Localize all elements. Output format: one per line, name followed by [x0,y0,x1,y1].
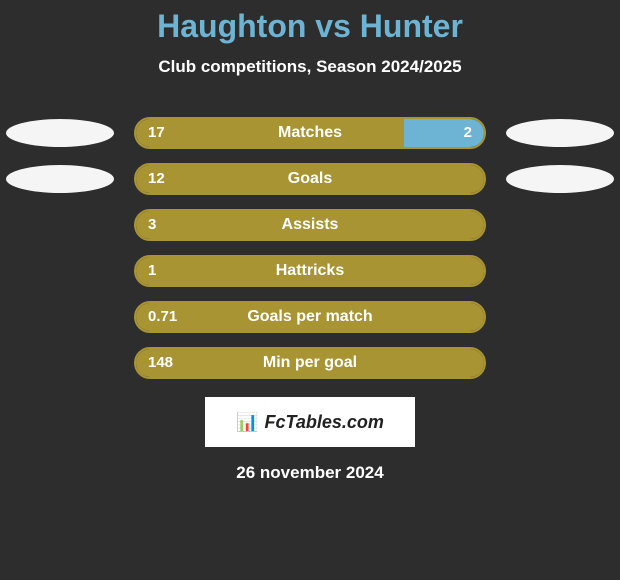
stat-value-right: 2 [464,119,472,147]
stat-row: 0.71Goals per match [0,301,620,333]
page-title: Haughton vs Hunter [0,8,620,45]
stat-label: Matches [136,119,484,147]
stat-bar: 17Matches2 [134,117,486,149]
stat-row: 1Hattricks [0,255,620,287]
comparison-container: Haughton vs Hunter Club competitions, Se… [0,0,620,483]
stat-label: Hattricks [136,257,484,285]
stat-row: 3Assists [0,209,620,241]
player1-badge-ellipse [6,119,114,147]
player1-name: Haughton [157,8,306,44]
stat-row: 148Min per goal [0,347,620,379]
logo-box: 📊 FcTables.com [205,397,415,447]
stat-label: Min per goal [136,349,484,377]
player2-name: Hunter [360,8,463,44]
stats-area: 17Matches2 12Goals 3Assists 1Hattricks 0.71G… [0,117,620,379]
stat-label: Goals per match [136,303,484,331]
date-text: 26 november 2024 [0,463,620,483]
stat-label: Assists [136,211,484,239]
stat-bar: 3Assists [134,209,486,241]
stat-bar: 1Hattricks [134,255,486,287]
stat-row: 17Matches2 [0,117,620,149]
player2-badge-ellipse [506,119,614,147]
stat-bar: 0.71Goals per match [134,301,486,333]
stat-row: 12Goals [0,163,620,195]
subtitle: Club competitions, Season 2024/2025 [0,57,620,77]
player1-badge-ellipse [6,165,114,193]
stat-label: Goals [136,165,484,193]
chart-icon: 📊 [236,412,258,433]
player2-badge-ellipse [506,165,614,193]
stat-bar: 12Goals [134,163,486,195]
vs-text: vs [315,8,351,44]
logo-text: FcTables.com [265,412,384,433]
stat-bar: 148Min per goal [134,347,486,379]
